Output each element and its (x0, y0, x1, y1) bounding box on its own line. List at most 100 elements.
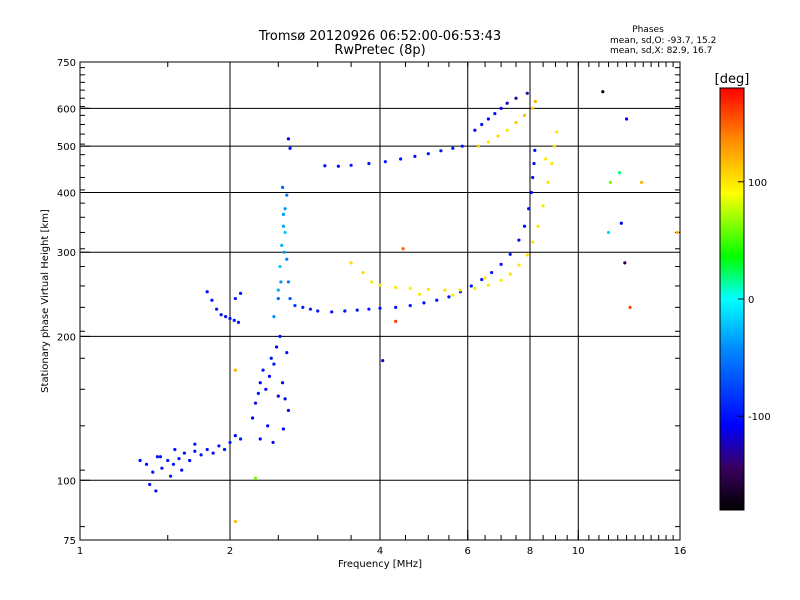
data-point (253, 476, 258, 480)
data-point (169, 474, 173, 478)
data-point (517, 263, 521, 267)
data-point (525, 253, 529, 257)
grid-lines (80, 62, 680, 540)
data-point (177, 457, 181, 461)
data-point (205, 447, 209, 452)
data-point (417, 292, 422, 296)
data-point (517, 238, 521, 242)
data-point (283, 397, 287, 401)
y-tick-label: 300 (57, 248, 76, 259)
data-point (355, 308, 359, 312)
data-point (288, 296, 292, 301)
data-point (480, 277, 484, 282)
data-point (552, 144, 556, 148)
data-point (378, 283, 382, 287)
y-tick-label: 200 (57, 332, 76, 343)
data-point (193, 442, 197, 446)
data-point (413, 154, 417, 158)
data-point (154, 489, 158, 493)
x-tick-label: 6 (465, 546, 471, 557)
x-tick-label: 16 (674, 546, 687, 557)
data-point (546, 180, 550, 184)
data-point (171, 462, 176, 466)
data-point (261, 368, 265, 372)
data-point (505, 101, 509, 105)
data-point (499, 106, 503, 110)
data-point (238, 291, 243, 296)
data-point (278, 264, 282, 269)
data-point (426, 287, 430, 291)
data-point (293, 303, 297, 308)
data-point (253, 401, 258, 405)
data-point (451, 146, 455, 150)
data-point (532, 161, 536, 166)
data-point (367, 161, 371, 166)
data-point (276, 296, 280, 301)
colorbar-unit-label: [deg] (715, 72, 750, 87)
data-point (522, 224, 527, 228)
colorbar-tick-label: 100 (748, 178, 767, 189)
data-point (378, 306, 382, 310)
data-point (180, 468, 184, 472)
data-point (458, 288, 463, 292)
y-axis-label: Stationary phase Virtual Height [km] (40, 209, 51, 393)
data-point (480, 122, 484, 127)
data-point (236, 320, 241, 324)
data-point (361, 270, 365, 275)
data-point (550, 161, 554, 166)
data-point (439, 149, 443, 153)
data-point (408, 286, 412, 291)
data-point (499, 262, 503, 266)
data-point (619, 221, 623, 225)
data-point (469, 284, 473, 288)
x-axis-label: Frequency [MHz] (338, 559, 422, 570)
data-point (316, 309, 320, 313)
data-point (272, 315, 276, 319)
data-point (283, 207, 287, 211)
data-point (151, 470, 155, 474)
y-tick-label: 75 (63, 536, 76, 547)
x-tick-label: 10 (572, 546, 585, 557)
data-point (288, 146, 292, 150)
data-point (383, 160, 387, 164)
data-point (281, 427, 286, 431)
data-point (323, 164, 327, 168)
data-point (486, 117, 490, 121)
data-point (173, 447, 177, 452)
data-point (606, 230, 611, 235)
data-point (435, 298, 439, 302)
data-point (394, 305, 398, 309)
data-point (541, 204, 545, 208)
data-point (336, 164, 340, 168)
chart-subtitle: RwPretec (8p) (334, 43, 425, 58)
colorbar-ticks: 100 0 -100 (738, 178, 771, 423)
data-point (514, 96, 518, 100)
data-point (308, 307, 313, 311)
data-point (408, 303, 412, 308)
data-point (283, 230, 287, 235)
data-point (490, 270, 494, 275)
data-point (276, 288, 280, 292)
data-point (199, 453, 203, 457)
y-tick-label: 400 (57, 188, 76, 199)
data-point (269, 356, 273, 360)
data-point (228, 316, 232, 321)
data-point (675, 230, 679, 235)
x-tick-label: 4 (377, 546, 383, 557)
data-point (367, 307, 371, 311)
colorbar-tick-label: 0 (748, 295, 754, 306)
data-point (217, 444, 221, 448)
data-point (193, 449, 197, 453)
data-point (258, 381, 262, 385)
data-point (285, 193, 289, 197)
data-point (422, 301, 426, 305)
data-point (531, 175, 535, 180)
data-point (476, 144, 480, 148)
data-point (148, 482, 152, 487)
data-point (486, 283, 490, 287)
data-point (144, 462, 149, 466)
data-point (279, 280, 283, 284)
data-point (525, 91, 529, 95)
data-point (508, 272, 512, 276)
data-point (447, 295, 451, 299)
